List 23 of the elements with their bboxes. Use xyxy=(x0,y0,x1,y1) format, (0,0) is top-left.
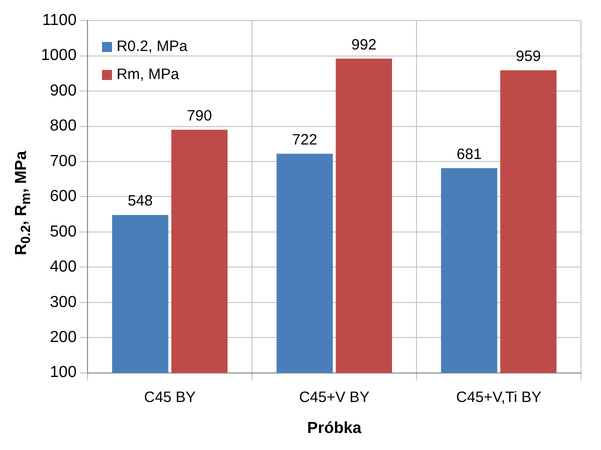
data-label: 722 xyxy=(292,131,318,148)
y-tick-label: 300 xyxy=(50,294,77,311)
y-tick-label: 500 xyxy=(50,223,77,240)
y-tick-label: 900 xyxy=(50,82,77,100)
y-tick-label: 600 xyxy=(50,188,77,206)
y-tick-label: 1100 xyxy=(42,12,77,30)
legend-label: Rm, MPa xyxy=(116,64,180,85)
y-tick-label: 100 xyxy=(50,364,77,382)
y-tick-label: 400 xyxy=(50,258,77,276)
data-label: 548 xyxy=(128,192,153,210)
data-label: 992 xyxy=(351,36,376,54)
y-tick-label: 700 xyxy=(50,152,77,170)
x-tick-label: C45+V,Ti BY xyxy=(456,388,542,406)
y-tick-label: 800 xyxy=(50,118,77,135)
data-label: 681 xyxy=(456,146,482,163)
x-axis-title: Próbka xyxy=(307,420,362,437)
legend-label: R0.2, MPa xyxy=(116,36,188,57)
y-tick-label: 1000 xyxy=(41,47,77,64)
data-label: 790 xyxy=(186,107,212,124)
data-label: 959 xyxy=(516,48,541,65)
x-tick-label: C45 BY xyxy=(144,388,196,406)
y-tick-label: 200 xyxy=(50,328,77,346)
x-tick-label: C45+V BY xyxy=(299,388,370,406)
